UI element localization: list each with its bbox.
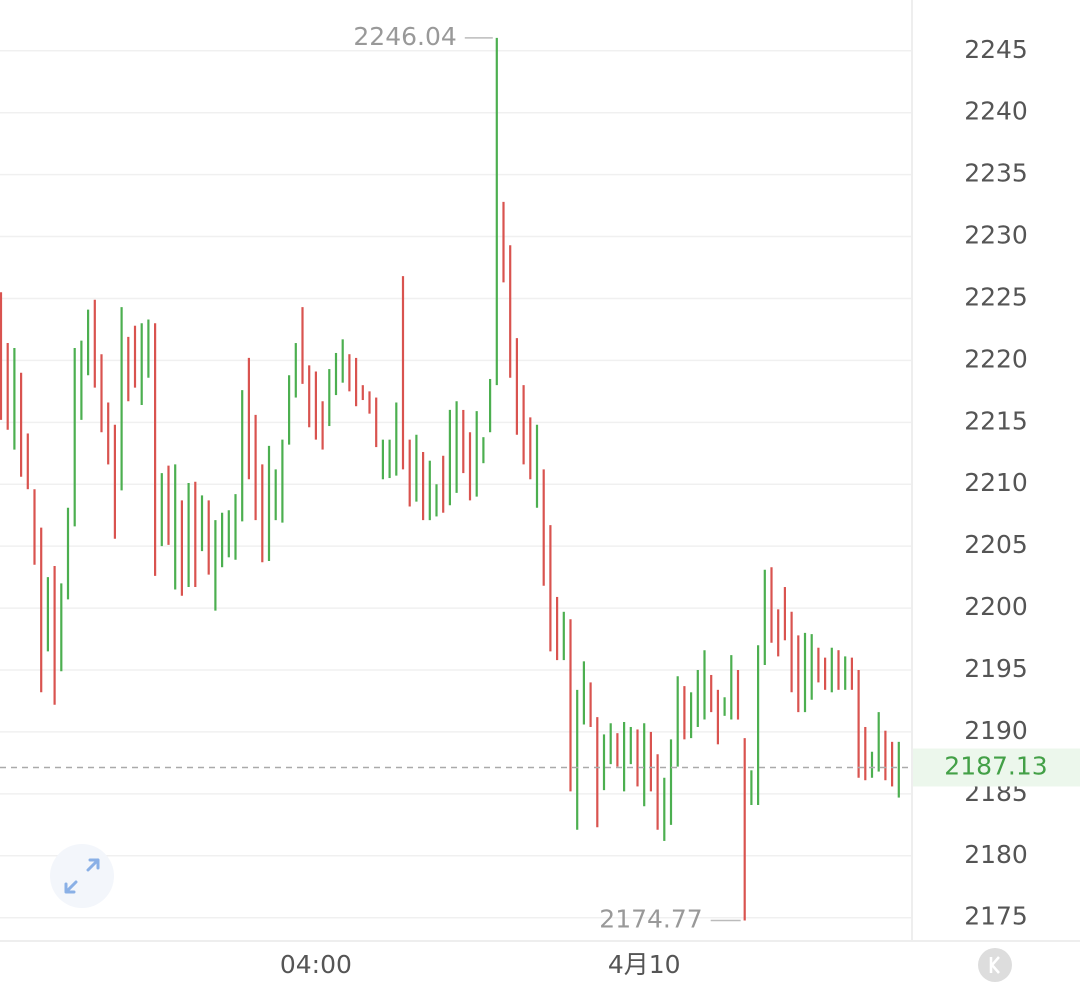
y-tick-label: 2195 — [964, 654, 1028, 683]
last-price-box — [913, 748, 1080, 787]
y-tick-label: 2225 — [964, 282, 1028, 311]
y-tick-label: 2240 — [964, 97, 1028, 126]
chart-mode-icon — [989, 956, 1000, 974]
last-price-label: 2187.13 — [944, 751, 1047, 780]
y-tick-label: 2205 — [964, 530, 1028, 559]
y-tick-label: 2200 — [964, 592, 1028, 621]
y-tick-label: 2230 — [964, 221, 1028, 250]
overlay: 2187.13 2246.04 2174.77 — [0, 22, 1080, 934]
y-tick-label: 2175 — [964, 902, 1028, 931]
y-tick-label: 2245 — [964, 35, 1028, 64]
y-tick-label: 2190 — [964, 716, 1028, 745]
y-tick-label: 2180 — [964, 840, 1028, 869]
low-annotation: 2174.77 — [599, 905, 702, 934]
grid: 2175218021852190219522002205221022152220… — [0, 35, 1028, 979]
y-tick-label: 2215 — [964, 406, 1028, 435]
y-tick-label: 2235 — [964, 159, 1028, 188]
x-tick-label: 4月10 — [608, 950, 681, 979]
expand-icon — [64, 858, 100, 894]
high-annotation: 2246.04 — [353, 22, 456, 51]
y-tick-label: 2220 — [964, 344, 1028, 373]
expand-button[interactable] — [50, 844, 114, 908]
x-tick-label: 04:00 — [280, 950, 352, 979]
y-tick-label: 2210 — [964, 468, 1028, 497]
chart-mode-button[interactable] — [978, 948, 1012, 982]
bars — [0, 37, 900, 921]
